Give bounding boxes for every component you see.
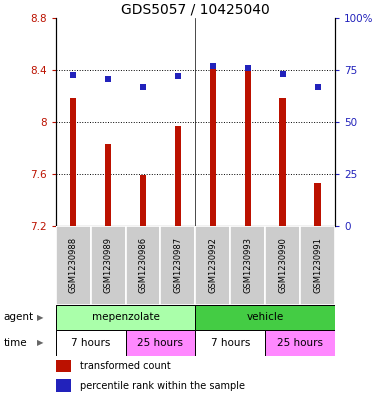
Bar [140, 175, 146, 226]
Bar [195, 226, 230, 305]
Text: GSM1230989: GSM1230989 [104, 237, 113, 293]
Bar [195, 330, 265, 356]
Text: ▶: ▶ [37, 338, 43, 347]
Text: GSM1230986: GSM1230986 [139, 237, 147, 293]
Bar [244, 70, 251, 226]
Bar [126, 330, 195, 356]
Bar [265, 226, 300, 305]
Title: GDS5057 / 10425040: GDS5057 / 10425040 [121, 2, 270, 17]
Bar [175, 126, 181, 226]
Bar [56, 379, 71, 392]
Text: percentile rank within the sample: percentile rank within the sample [80, 380, 244, 391]
Text: transformed count: transformed count [80, 361, 170, 371]
Text: GSM1230988: GSM1230988 [69, 237, 78, 293]
Text: GSM1230992: GSM1230992 [208, 237, 218, 293]
Bar [265, 330, 335, 356]
Text: 7 hours: 7 hours [211, 338, 250, 348]
Bar [300, 226, 335, 305]
Text: GSM1230990: GSM1230990 [278, 237, 287, 293]
Text: GSM1230993: GSM1230993 [243, 237, 252, 293]
Text: vehicle: vehicle [246, 312, 284, 322]
Text: ▶: ▶ [37, 313, 43, 322]
Text: mepenzolate: mepenzolate [92, 312, 159, 322]
Bar [56, 226, 91, 305]
Bar [230, 226, 265, 305]
Bar [105, 144, 111, 226]
Bar [126, 226, 161, 305]
Bar [280, 98, 286, 226]
Text: agent: agent [4, 312, 34, 322]
Bar [56, 360, 71, 372]
Text: GSM1230987: GSM1230987 [173, 237, 182, 293]
Bar [56, 330, 126, 356]
Bar [161, 226, 195, 305]
Bar [91, 226, 126, 305]
Text: time: time [4, 338, 27, 348]
Text: 25 hours: 25 hours [277, 338, 323, 348]
Bar [315, 183, 321, 226]
Bar [70, 98, 76, 226]
Text: 25 hours: 25 hours [137, 338, 184, 348]
Text: GSM1230991: GSM1230991 [313, 237, 322, 293]
Bar [210, 64, 216, 226]
Text: 7 hours: 7 hours [71, 338, 110, 348]
Bar [195, 305, 335, 330]
Bar [56, 305, 195, 330]
